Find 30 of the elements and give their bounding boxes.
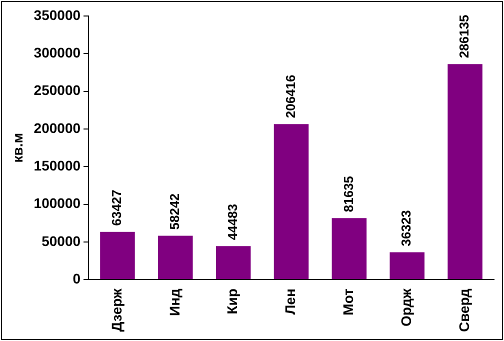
data-label: 44483 bbox=[224, 204, 240, 240]
data-label: 36323 bbox=[398, 210, 414, 246]
y-tick-label: 50000 bbox=[42, 232, 81, 249]
y-tick-label: 300000 bbox=[34, 44, 81, 61]
y-tick-label: 350000 bbox=[34, 6, 81, 23]
bar bbox=[216, 246, 251, 280]
data-label: 81635 bbox=[340, 176, 356, 212]
x-tick-label: Сверд bbox=[456, 288, 472, 332]
data-label: 58242 bbox=[166, 194, 182, 230]
data-label: 286135 bbox=[456, 14, 472, 58]
x-tick-label: Лен bbox=[282, 288, 298, 315]
x-tick-label: Мот bbox=[340, 288, 356, 316]
bar bbox=[448, 64, 482, 280]
bar bbox=[332, 218, 367, 280]
bar bbox=[100, 232, 135, 280]
y-tick-label: 250000 bbox=[34, 82, 81, 98]
x-tick-label: Инд bbox=[166, 288, 182, 316]
y-tick-label: 100000 bbox=[34, 195, 81, 212]
x-tick-label: Кир bbox=[224, 288, 240, 314]
x-tick-label: Дзерж bbox=[108, 288, 124, 332]
bar bbox=[390, 252, 424, 280]
bar bbox=[274, 124, 309, 280]
bar bbox=[158, 236, 193, 280]
x-tick-label: Ордж bbox=[398, 288, 414, 326]
y-tick-label: 200000 bbox=[34, 120, 81, 136]
y-axis-title: кв.м bbox=[9, 132, 26, 163]
data-label: 63427 bbox=[109, 190, 124, 226]
y-tick-label: 0 bbox=[72, 270, 81, 286]
y-tick-label: 150000 bbox=[34, 157, 81, 174]
data-label: 206416 bbox=[282, 74, 298, 118]
